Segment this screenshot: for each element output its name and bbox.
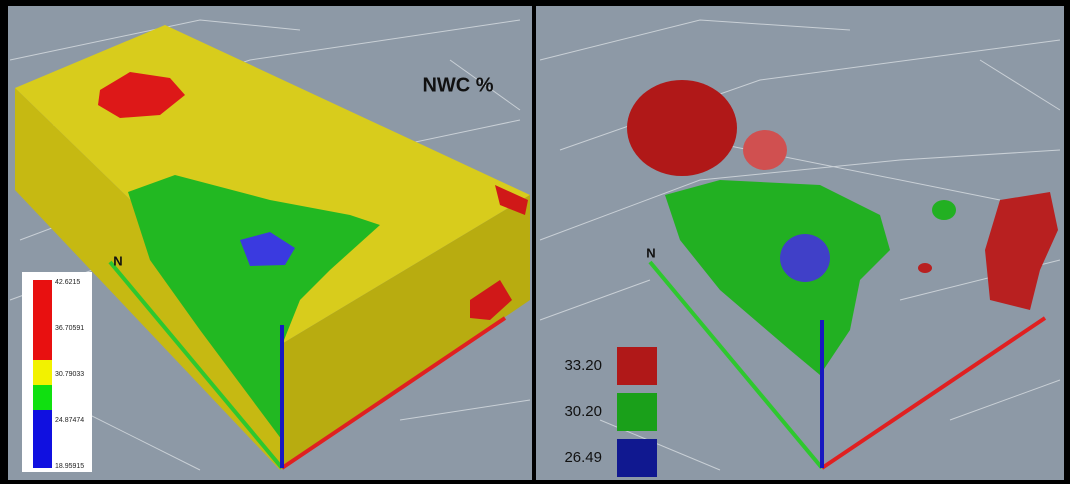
- colorbar-label: 42.6215: [55, 279, 80, 286]
- red-edge: [470, 280, 512, 320]
- colorbar-segment: [33, 385, 52, 410]
- colorbar-label: 30.79033: [55, 371, 84, 378]
- legend-swatch: [617, 439, 657, 477]
- red-iso-dot: [918, 263, 932, 273]
- isosurfaces: [627, 80, 1058, 375]
- blue-zone: [240, 232, 295, 266]
- red-iso-large: [627, 80, 737, 176]
- axes: [108, 260, 1047, 470]
- blue-iso: [780, 234, 830, 282]
- red-iso-right: [985, 192, 1058, 310]
- title: NWC %: [422, 74, 493, 96]
- green-zone: [128, 175, 380, 440]
- legend-label: 33.20: [564, 357, 602, 374]
- axis-label: N: [113, 253, 122, 268]
- north-axis: [648, 260, 824, 470]
- red-iso-small: [743, 130, 787, 170]
- legend-label: 26.49: [564, 449, 602, 466]
- colorbar-segment: [33, 410, 52, 468]
- colorbar-label: 24.87474: [55, 417, 84, 424]
- north-axis: [108, 260, 284, 470]
- colorbar-label: 36.70591: [55, 325, 84, 332]
- red-corner: [495, 185, 528, 215]
- legend-swatch: [617, 347, 657, 385]
- colorbar-label: 18.95915: [55, 463, 84, 470]
- legend-swatch: [617, 393, 657, 431]
- green-iso: [665, 180, 890, 375]
- box-left-face: [15, 88, 280, 470]
- legend-label: 30.20: [564, 403, 602, 420]
- red-zone: [98, 72, 185, 118]
- colorbar-segment: [33, 280, 52, 360]
- east-axis: [280, 316, 507, 470]
- east-axis: [820, 316, 1047, 470]
- green-iso-small: [932, 200, 956, 220]
- axis-label: N: [646, 245, 655, 260]
- box-right-face: [280, 195, 530, 470]
- colorbar-segment: [33, 360, 52, 385]
- block-model: [15, 25, 530, 470]
